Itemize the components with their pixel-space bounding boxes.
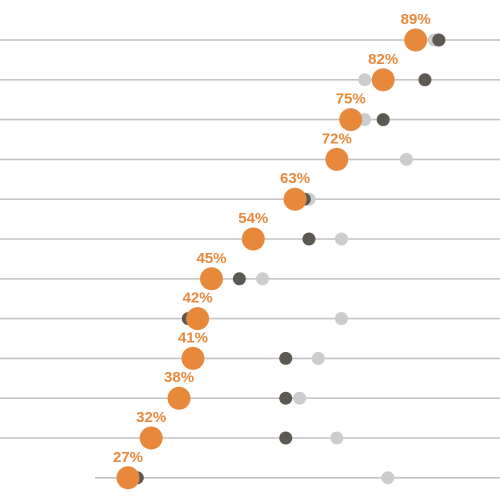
value-label: 63% [280,170,310,187]
primary-dot [371,68,395,92]
primary-dot [181,346,205,370]
value-label: 45% [197,250,227,267]
light-dot [358,73,372,87]
value-label: 42% [183,290,213,307]
primary-dot [139,426,163,450]
light-dot [334,232,348,246]
dark-series [130,33,446,485]
primary-dot [283,187,307,211]
light-dot [381,471,395,485]
light-dot [311,351,325,365]
dark-dot [279,391,293,405]
primary-dot [116,466,140,490]
primary-dot [404,28,428,52]
dark-dot [279,431,293,445]
dark-dot [376,113,390,127]
light-dot [334,312,348,326]
value-label: 32% [136,409,166,426]
light-dot [256,272,270,286]
light-dot [293,391,307,405]
gridlines [0,39,500,479]
dark-dot [432,33,446,47]
value-label: 38% [164,369,194,386]
value-label: 72% [322,130,352,147]
light-dot [399,152,413,166]
light-dot [330,431,344,445]
primary-dot [167,386,191,410]
primary-dot [200,267,224,291]
value-label: 54% [238,210,268,227]
value-label: 41% [178,329,208,346]
dark-dot [302,232,316,246]
primary-dot [241,227,265,251]
value-label: 75% [336,91,366,108]
value-label: 82% [368,51,398,68]
dark-dot [418,73,432,87]
primary-dot [325,147,349,171]
value-label: 89% [401,11,431,28]
primary-series [116,28,428,490]
primary-dot [339,108,363,132]
dark-dot [232,272,246,286]
primary-dot [186,307,210,331]
value-labels: 89% 82% 75% 72% 63% 54% 45% 42% 41% 38% 32% 27% [113,11,431,466]
dark-dot [279,351,293,365]
value-label: 27% [113,449,143,466]
